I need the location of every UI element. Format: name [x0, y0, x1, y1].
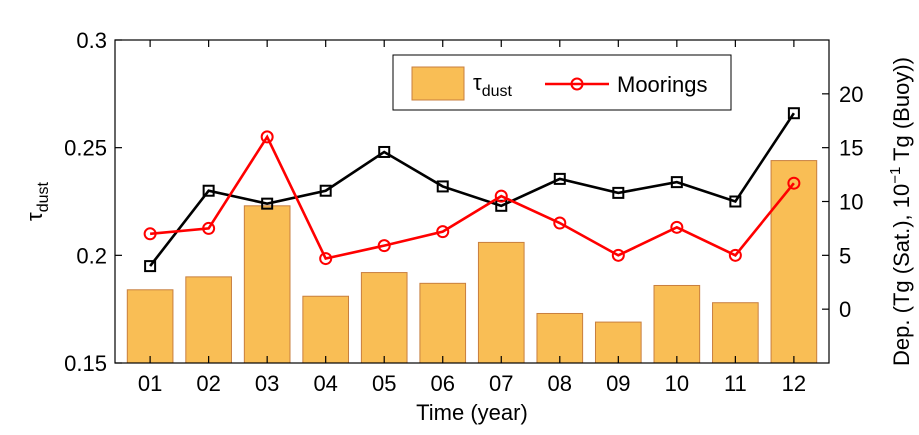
moorings-point-05 [377, 239, 391, 253]
y-tick-label: 0.3 [76, 28, 107, 53]
bar-12 [770, 160, 818, 364]
y-right-tick-label: 20 [839, 82, 863, 107]
bar-10 [653, 284, 701, 364]
axis-labels: Time (year) τdust Dep. (Tg (Sat.), 10−1 Tg… [22, 57, 914, 425]
moorings-point-02 [202, 221, 216, 235]
bar-02 [185, 276, 232, 364]
legend-swatch-marker [570, 77, 584, 91]
y-right-label-prefix: Dep. (Tg (Sat.), 10 [889, 184, 914, 366]
y-right-tick-label: 0 [839, 297, 851, 322]
moorings-point-09 [611, 248, 625, 262]
x-axis-label: Time (year) [416, 400, 528, 425]
x-tick-label: 11 [724, 371, 747, 396]
moorings-point-04 [319, 252, 333, 266]
moorings-point-10 [670, 220, 684, 234]
y-tick-label: 0.2 [76, 243, 107, 268]
x-tick-label: 04 [313, 371, 337, 396]
bar-06 [419, 282, 467, 364]
satellite-line [149, 112, 795, 267]
bar-series [126, 160, 818, 364]
moorings-point-06 [436, 225, 450, 239]
bar-01 [126, 289, 174, 364]
satellite-point-11 [729, 195, 742, 208]
y-right-tick-label: 5 [839, 243, 851, 268]
x-tick-label: 08 [548, 371, 572, 396]
bar-03 [243, 205, 291, 364]
bar-04 [302, 295, 350, 364]
satellite-point-12 [787, 107, 800, 120]
x-tick-label: 06 [430, 371, 454, 396]
y-right-label-suffix: Tg (Buoy)) [889, 57, 914, 167]
x-tick-label: 03 [255, 371, 279, 396]
moorings-point-08 [553, 216, 567, 230]
moorings-point-12 [787, 176, 801, 190]
y-right-tick-label: 10 [839, 190, 863, 215]
x-tick-label: 12 [782, 371, 806, 396]
satellite-point-04 [319, 184, 332, 197]
x-tick-label: 07 [489, 371, 513, 396]
y-axis-label-main: τ [22, 212, 47, 221]
x-tick-label: 05 [372, 371, 396, 396]
legend: τdust Moorings [392, 54, 732, 111]
moorings-point-03 [260, 130, 274, 144]
moorings-point-07 [494, 189, 508, 203]
bar-07 [477, 241, 525, 364]
line-series [143, 107, 801, 273]
moorings-point-01 [143, 227, 157, 241]
satellite-point-05 [378, 145, 391, 158]
legend-label-moorings: Moorings [617, 72, 707, 97]
bar-11 [712, 302, 759, 364]
y-axis-label-sub: dust [35, 181, 52, 212]
x-tick-label: 09 [606, 371, 630, 396]
satellite-point-02 [202, 184, 215, 197]
moorings-point-11 [728, 248, 742, 262]
y-right-tick-label: 15 [839, 136, 863, 161]
y-tick-label: 0.15 [64, 351, 107, 376]
y-tick-label: 0.25 [64, 136, 107, 161]
satellite-point-03 [261, 197, 274, 210]
y-right-axis-label: Dep. (Tg (Sat.), 10−1 Tg (Buoy)) [887, 57, 914, 366]
bar-08 [536, 312, 584, 364]
satellite-point-10 [670, 176, 683, 189]
y-axis-label: τdust [22, 181, 52, 221]
satellite-point-06 [436, 180, 449, 193]
satellite-point-08 [553, 172, 566, 185]
x-tick-label: 02 [196, 371, 220, 396]
y-right-label-exponent: −1 [887, 167, 904, 184]
legend-label-bar: τdust [473, 70, 513, 100]
bar-05 [360, 272, 408, 364]
moorings-line [149, 134, 795, 261]
satellite-point-01 [144, 260, 157, 273]
legend-swatch-bar [411, 66, 465, 101]
x-tick-label: 01 [138, 371, 162, 396]
satellite-point-09 [612, 186, 625, 199]
x-tick-label: 10 [665, 371, 689, 396]
